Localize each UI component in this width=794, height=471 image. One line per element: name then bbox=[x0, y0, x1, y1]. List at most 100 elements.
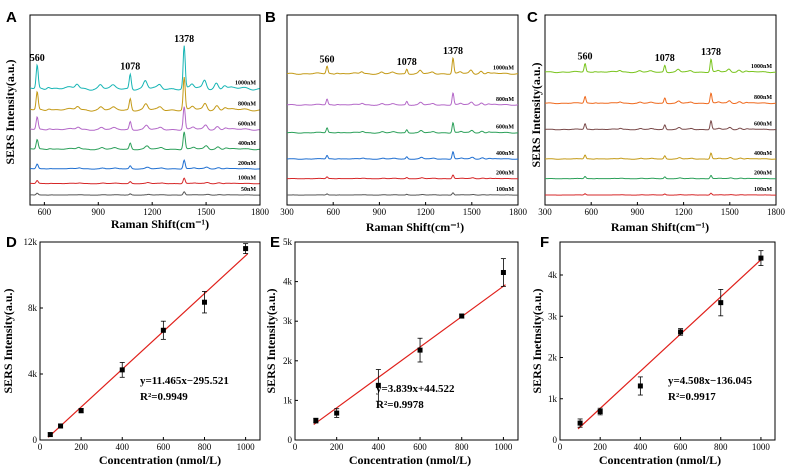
data-point bbox=[201, 299, 207, 305]
x-tick-label: 1800 bbox=[767, 207, 786, 217]
y-axis-title: SERS Intensity(a.u.) bbox=[529, 62, 543, 167]
panel-letter: D bbox=[6, 234, 17, 251]
peak-label-560: 560 bbox=[320, 54, 335, 65]
concentration-label-200nM: 200nM bbox=[238, 161, 256, 167]
spectrum-line-400nM bbox=[545, 152, 776, 160]
x-tick-label: 400 bbox=[372, 442, 386, 452]
concentration-label-800nM: 800nM bbox=[238, 102, 256, 108]
y-tick-label: 4k bbox=[283, 277, 293, 287]
fit-line bbox=[313, 284, 506, 426]
x-tick-label: 800 bbox=[198, 442, 212, 452]
fit-line bbox=[47, 253, 249, 438]
spectrum-line-800nM bbox=[287, 92, 518, 106]
concentration-label-1000nM: 1000nM bbox=[493, 66, 514, 72]
peak-label-560: 560 bbox=[30, 53, 45, 64]
x-tick-label: 1800 bbox=[509, 207, 528, 217]
data-point bbox=[678, 329, 684, 335]
x-tick-label: 900 bbox=[631, 207, 645, 217]
data-point bbox=[459, 313, 465, 319]
data-point bbox=[160, 327, 166, 333]
plot-frame bbox=[286, 14, 519, 206]
data-point bbox=[78, 408, 84, 414]
calibration-panel-e: E 0 200 400 600 800 1000 0 1k 2k 3k 4k 5k y=3.839x+44… bbox=[264, 234, 519, 467]
peak-label-1378: 1378 bbox=[174, 34, 194, 45]
x-tick-label: 1500 bbox=[721, 207, 740, 217]
plot-frame bbox=[559, 241, 776, 441]
calibration-panel-d: D 0 200 400 600 800 1000 0 4k 8k 12k y=11.465x−295.… bbox=[1, 234, 261, 467]
spectrum-line-100nM bbox=[545, 192, 777, 196]
r-squared: R²=0.9949 bbox=[140, 391, 188, 403]
plot-frame bbox=[29, 14, 261, 206]
fit-line bbox=[577, 257, 764, 430]
concentration-label-800nM: 800nM bbox=[496, 97, 514, 103]
spectrum-line-600nM bbox=[545, 120, 776, 131]
data-point bbox=[637, 383, 643, 389]
spectrum-line-100nM bbox=[29, 177, 260, 185]
x-tick-label: 300 bbox=[280, 207, 294, 217]
spectrum-line-100nM bbox=[287, 192, 518, 196]
spectrum-line-1000nM bbox=[286, 56, 519, 75]
plot-frame bbox=[39, 241, 261, 441]
concentration-label-1000nM: 1000nM bbox=[751, 64, 772, 70]
plot-frame bbox=[544, 14, 777, 206]
concentration-label-200nM: 200nM bbox=[496, 171, 514, 177]
x-tick-label: 1500 bbox=[197, 207, 216, 217]
concentration-label-600nM: 600nM bbox=[754, 121, 772, 127]
spectrum-line-400nM bbox=[287, 150, 519, 160]
panel-letter: A bbox=[6, 9, 17, 26]
y-tick-label: 2k bbox=[283, 356, 293, 366]
data-point bbox=[334, 410, 340, 416]
x-tick-label: 200 bbox=[74, 442, 88, 452]
concentration-label-600nM: 600nM bbox=[238, 121, 256, 127]
data-point bbox=[58, 423, 64, 429]
y-tick-label: 2k bbox=[548, 353, 558, 363]
data-point bbox=[500, 269, 506, 275]
concentration-label-600nM: 600nM bbox=[496, 125, 514, 131]
fit-equation: y=11.465x−295.521 bbox=[140, 375, 229, 387]
x-tick-label: 600 bbox=[584, 207, 598, 217]
spectrum-line-600nM bbox=[287, 121, 518, 134]
data-point bbox=[417, 347, 423, 353]
calibration-panel-f: F 0 200 400 600 800 1000 0 1k 2k 3k 4k y=4.508x−136.… bbox=[530, 234, 776, 467]
x-tick-label: 800 bbox=[455, 442, 469, 452]
data-point bbox=[758, 255, 764, 261]
spectra-panel-c: C 100nM 200nM 400nM 600nM 800nM 1000nM 560 1078 1… bbox=[527, 9, 786, 234]
x-axis-title: Concentration (nmol/L) bbox=[99, 453, 221, 467]
data-point bbox=[243, 246, 249, 252]
x-axis-title: Concentration (nmol/L) bbox=[349, 453, 471, 467]
panel-letter: C bbox=[527, 9, 538, 26]
x-axis-title: Raman Shift(cm⁻¹) bbox=[611, 220, 709, 234]
peak-label-1378: 1378 bbox=[443, 46, 463, 57]
y-tick-label: 0 bbox=[288, 435, 293, 445]
concentration-label-800nM: 800nM bbox=[754, 95, 772, 101]
x-tick-label: 1500 bbox=[463, 207, 482, 217]
y-axis-title: SERS Intensity(a.u.) bbox=[1, 288, 15, 393]
concentration-label-50nM: 50nM bbox=[241, 187, 256, 193]
panel-letter: E bbox=[270, 234, 280, 251]
peak-label-1078: 1078 bbox=[655, 53, 675, 64]
spectrum-line-200nM bbox=[287, 174, 518, 180]
y-tick-label: 0 bbox=[33, 435, 38, 445]
spectrum-line-1000nM bbox=[545, 58, 776, 74]
peak-label-560: 560 bbox=[578, 52, 593, 63]
data-point bbox=[577, 420, 583, 426]
x-tick-label: 300 bbox=[538, 207, 552, 217]
panel-letter: B bbox=[265, 9, 276, 26]
x-tick-label: 600 bbox=[38, 207, 52, 217]
concentration-label-400nM: 400nM bbox=[496, 151, 514, 157]
spectra-panel-a: A 50nM 100nM 200nM 400nM 600nM 800nM 1000nM 560 1… bbox=[3, 9, 270, 231]
x-tick-label: 0 bbox=[558, 442, 563, 452]
concentration-label-1000nM: 1000nM bbox=[235, 80, 256, 86]
x-tick-label: 900 bbox=[373, 207, 387, 217]
x-tick-label: 900 bbox=[92, 207, 106, 217]
r-squared: R²=0.9978 bbox=[376, 399, 424, 411]
data-point bbox=[375, 382, 381, 388]
y-tick-label: 8k bbox=[28, 303, 38, 313]
data-point bbox=[597, 409, 603, 415]
y-tick-label: 4k bbox=[548, 270, 558, 280]
y-tick-label: 5k bbox=[283, 237, 293, 247]
x-axis-title: Raman Shift(cm⁻¹) bbox=[111, 217, 209, 231]
x-tick-label: 0 bbox=[38, 442, 43, 452]
spectrum-line-600nM bbox=[29, 106, 260, 131]
